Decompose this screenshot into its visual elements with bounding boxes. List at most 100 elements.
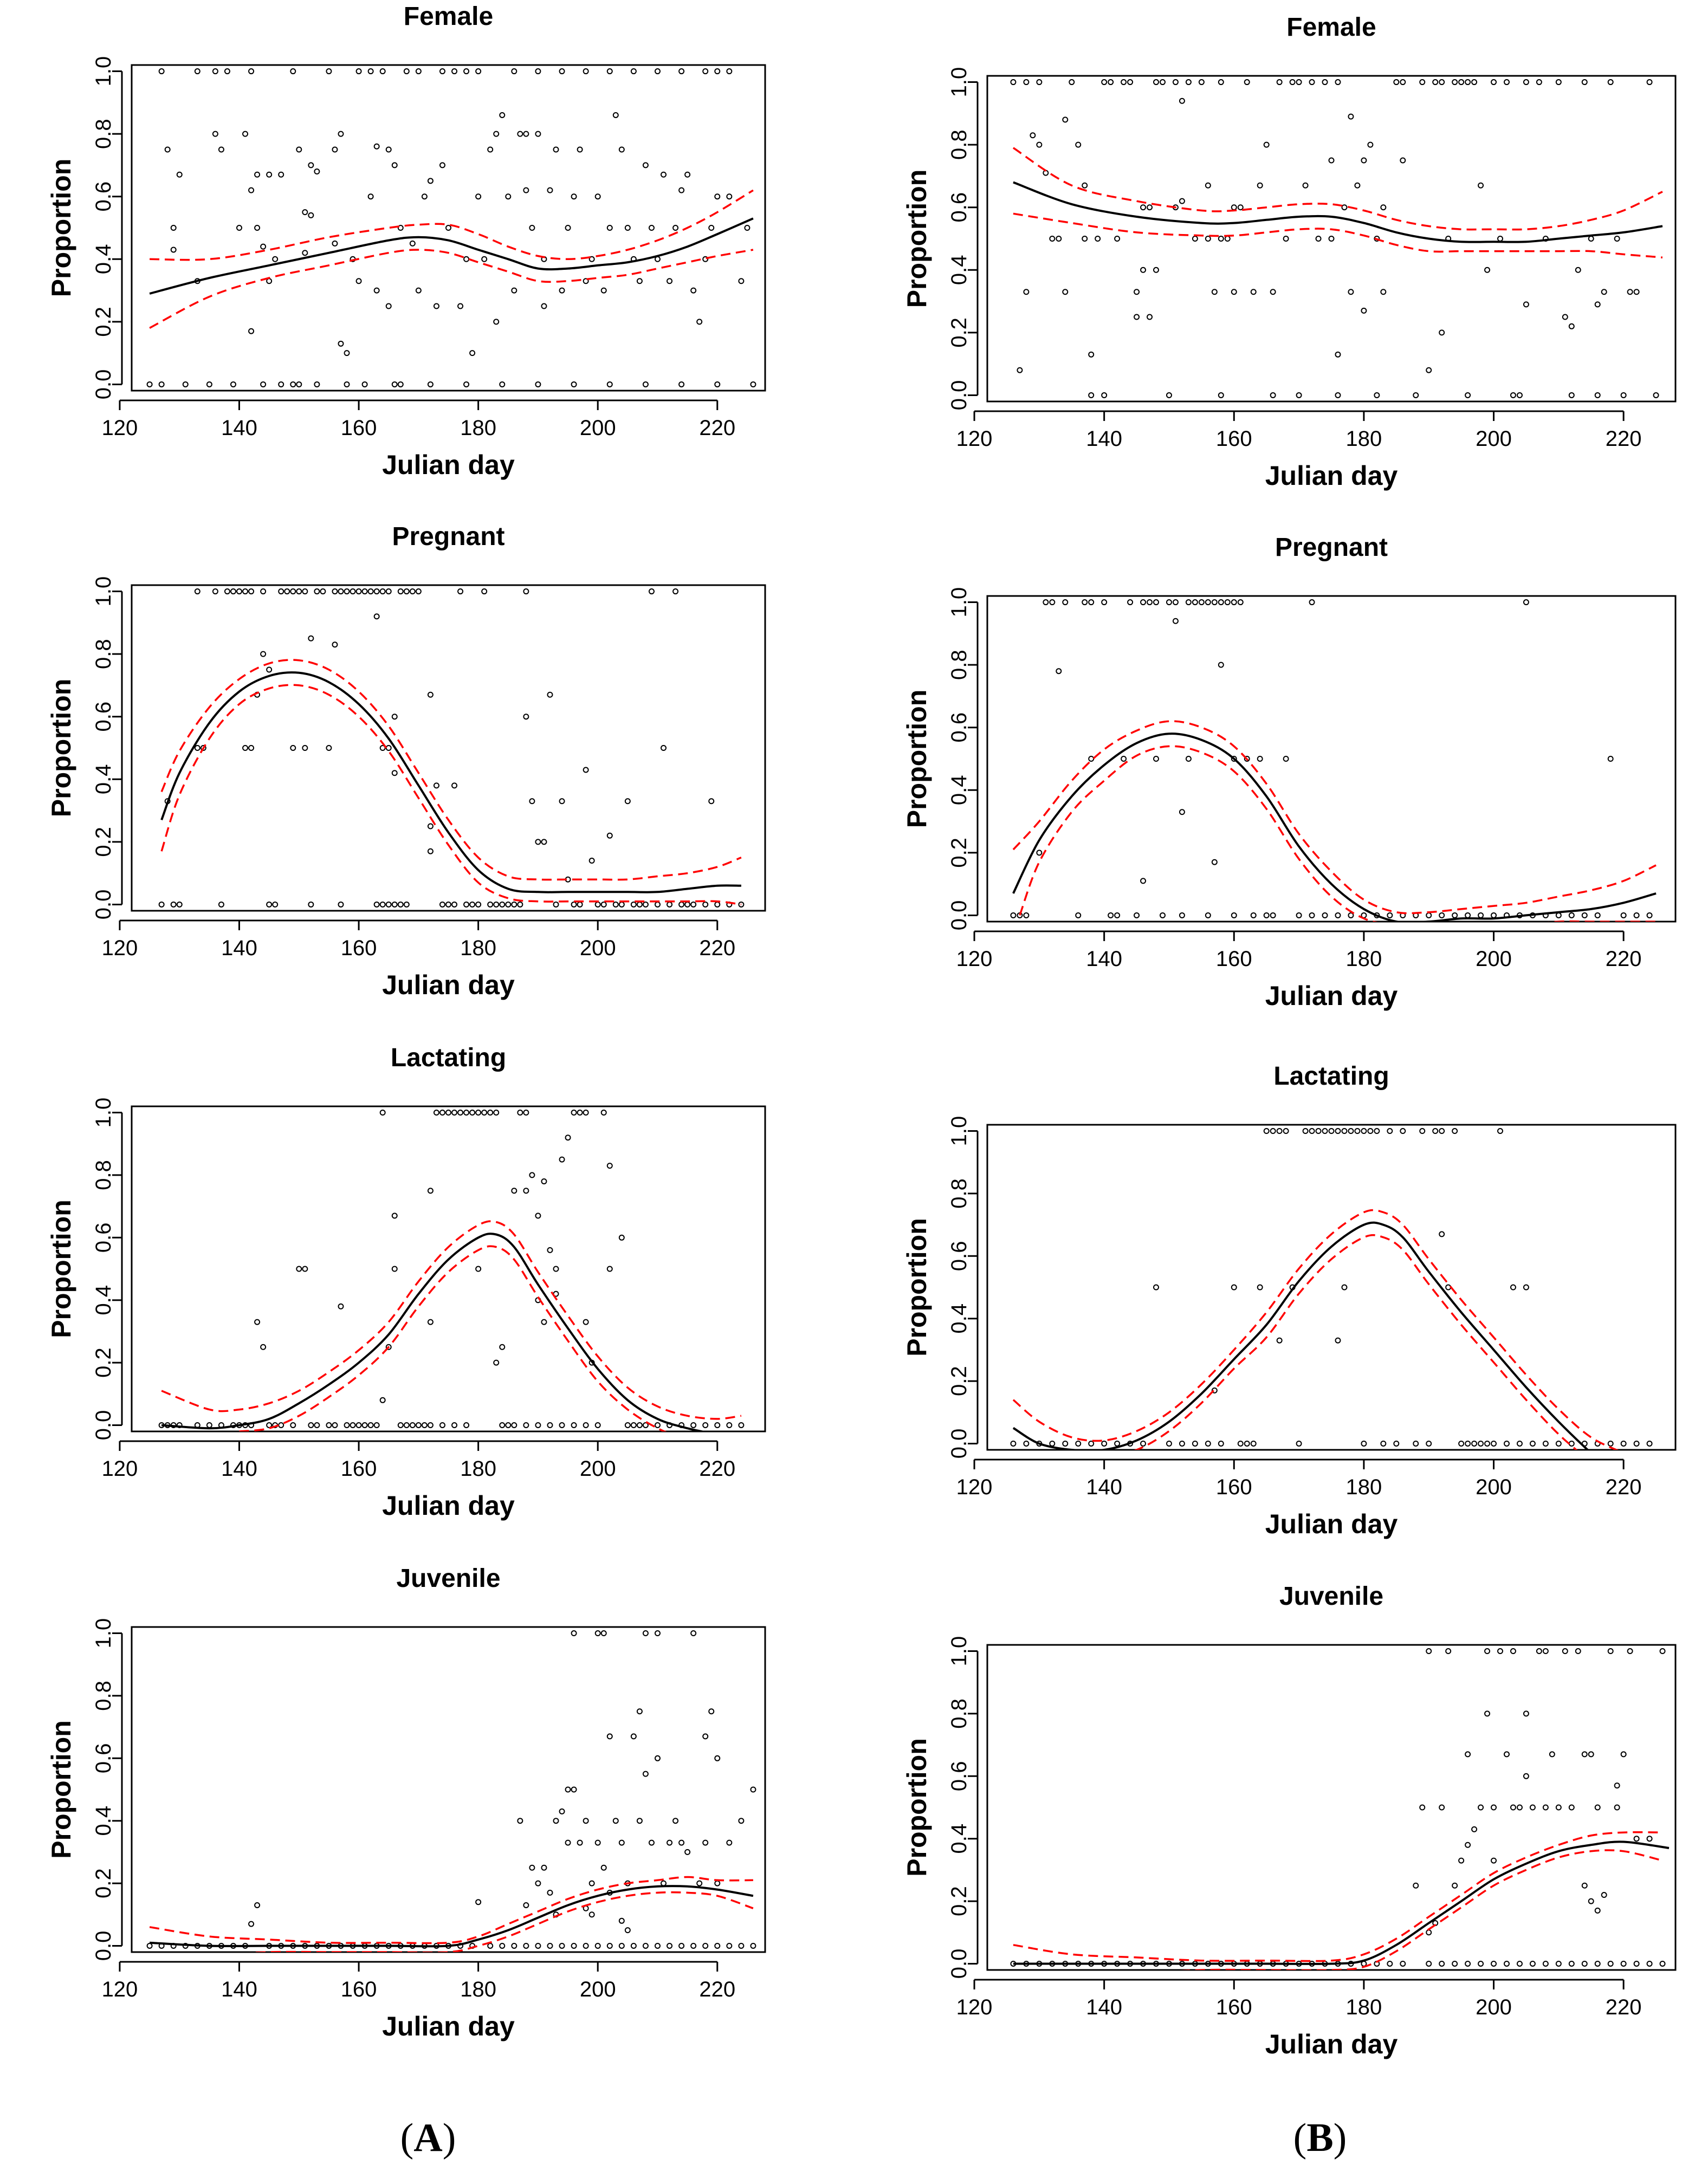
chart-b-juvenile-data-point — [1549, 1751, 1555, 1758]
chart-a-pregnant-data-point — [403, 901, 410, 908]
chart-b-juvenile-data-point — [1458, 1857, 1465, 1864]
chart-b-pregnant-data-point — [1270, 912, 1276, 918]
chart-a-lactating-data-point — [290, 1422, 296, 1428]
chart-a-female-data-point — [158, 381, 165, 387]
chart-a-pregnant-data-point — [624, 798, 631, 805]
chart-b-pregnant-data-point — [1387, 912, 1393, 918]
chart-a-female-data-point — [242, 131, 249, 137]
chart-a-juvenile-data-point — [642, 1771, 649, 1777]
chart-a-female-data-point — [529, 225, 535, 231]
chart-b-female-data-point — [1192, 236, 1198, 242]
chart-b-juvenile-data-point — [1439, 1804, 1445, 1811]
chart-b-pregnant-data-point — [1211, 859, 1218, 865]
chart-b-pregnant-y-tick-label: 0.6 — [947, 712, 971, 743]
chart-b-juvenile-x-tick-label: 120 — [956, 1995, 993, 2019]
chart-a-female-data-point — [714, 381, 721, 387]
chart-a-lactating-data-point — [415, 1422, 422, 1428]
chart-a-female: Female 120 140 160 180 200 220 Julian day 0.0 0.2… — [46, 2, 766, 480]
chart-a-pregnant-data-point — [320, 588, 326, 595]
chart-b-lactating-data-point — [1205, 1440, 1211, 1447]
chart-a-lactating-data-point — [457, 1110, 464, 1116]
chart-a-lactating-data-point — [726, 1422, 733, 1428]
chart-b-female-data-point — [1296, 79, 1302, 86]
chart-a-juvenile-data-point — [594, 1942, 601, 1949]
chart-a-juvenile-data-layer — [146, 1630, 756, 1952]
chart-b-lactating-data-point — [1335, 1337, 1341, 1344]
chart-a-pregnant-data-point — [439, 901, 445, 908]
chart-a-juvenile-data-point — [708, 1708, 715, 1715]
column-label-a-close: ) — [443, 2116, 456, 2160]
chart-a-female-data-point — [475, 68, 482, 75]
chart-a-lactating-data-layer — [158, 1110, 745, 1431]
chart-a-female-data-point — [194, 68, 200, 75]
chart-a-female-data-point — [260, 243, 267, 250]
chart-b-pregnant-data-point — [1153, 756, 1160, 762]
chart-b-lactating-data-point — [1140, 1440, 1147, 1447]
chart-b-lactating-data-point — [1452, 1128, 1458, 1135]
chart-b-lactating-data-point — [1257, 1284, 1263, 1291]
chart-a-female-data-point — [164, 146, 171, 153]
chart-b-female-data-point — [1198, 79, 1205, 86]
chart-a-female-data-point — [296, 381, 302, 387]
chart-b-juvenile-data-point — [1555, 1960, 1562, 1967]
chart-a-juvenile-data-point — [690, 1630, 697, 1637]
chart-b-female-data-point — [1289, 79, 1296, 86]
chart-b-female-data-point — [1179, 98, 1185, 104]
chart-a-lactating-data-point — [630, 1422, 637, 1428]
chart-a-pregnant-x-tick-label: 160 — [341, 936, 377, 960]
chart-b-juvenile-data-point — [1633, 1836, 1640, 1842]
chart-b-juvenile-data-point — [1594, 1804, 1601, 1811]
chart-b-female-data-point — [1465, 392, 1471, 398]
chart-a-lactating-data-point — [338, 1303, 344, 1310]
chart-b-juvenile-y-tick-label: 0.6 — [947, 1761, 971, 1792]
chart-b-juvenile-data-point — [1594, 1960, 1601, 1967]
column-label-b-open: ( — [1293, 2116, 1307, 2160]
chart-b-juvenile-data-point — [1478, 1960, 1484, 1967]
chart-a-female-data-point — [332, 146, 338, 153]
chart-b-female-data-point — [1581, 79, 1588, 86]
chart-b-juvenile-data-point — [1659, 1960, 1666, 1967]
chart-b-juvenile-data-point — [1562, 1648, 1568, 1655]
chart-b-female-data-point — [1465, 79, 1471, 86]
chart-b-juvenile-data-point — [1503, 1960, 1510, 1967]
chart-b-pregnant-data-point — [1218, 599, 1224, 606]
chart-b-lactating-data-point — [1114, 1440, 1121, 1447]
chart-a-female-data-point — [433, 303, 439, 309]
chart-b-juvenile-data-point — [1465, 1842, 1471, 1848]
chart-b-pregnant-data-point — [1114, 912, 1121, 918]
chart-a-female-data-point — [338, 131, 344, 137]
chart-b-pregnant-data-point — [1426, 912, 1432, 918]
chart-b-pregnant-data-point — [1172, 618, 1179, 624]
chart-a-pregnant-x-tick-label: 200 — [580, 936, 616, 960]
chart-a-lactating-data-point — [475, 1266, 482, 1272]
chart-a-female-data-point — [624, 225, 631, 231]
chart-a-lactating-data-point — [738, 1422, 745, 1428]
chart-a-lactating-data-point — [469, 1110, 476, 1116]
chart-a-lactating-data-point — [618, 1234, 625, 1241]
chart-b-juvenile-data-point — [1581, 1751, 1588, 1758]
chart-a-female-data-point — [499, 112, 506, 118]
chart-b-female-data-point — [1127, 79, 1134, 86]
chart-a-lactating-data-point — [266, 1422, 273, 1428]
chart-b-juvenile-data-point — [1445, 1648, 1452, 1655]
chart-a-pregnant-data-point — [272, 901, 279, 908]
chart-b-juvenile-y-tick-label: 0.4 — [947, 1824, 971, 1854]
chart-b-lactating-data-layer — [1010, 1128, 1653, 1450]
chart-b-female-data-point — [1218, 392, 1224, 398]
chart-a-juvenile-data-point — [487, 1942, 494, 1949]
chart-b-juvenile-data-point — [1452, 1960, 1458, 1967]
chart-a-juvenile-data-point — [714, 1755, 721, 1761]
chart-b-female-data-point — [1400, 157, 1406, 164]
chart-a-female-data-point — [373, 143, 380, 150]
chart-b-lactating-data-point — [1263, 1128, 1270, 1135]
chart-b-juvenile-data-point — [1465, 1751, 1471, 1758]
chart-b-female-data-point — [1523, 301, 1529, 308]
chart-b-female-data-point — [1575, 267, 1581, 273]
chart-b-lactating-x-tick-label: 140 — [1086, 1475, 1122, 1499]
chart-b-female-data-point — [1302, 182, 1309, 189]
chart-a-juvenile-data-point — [684, 1849, 691, 1855]
chart-b-female-data-point — [1205, 182, 1211, 189]
chart-a-female-x-tick-label: 140 — [221, 416, 257, 440]
chart-a-pregnant-data-point — [260, 651, 267, 657]
chart-a-juvenile-data-point — [583, 1818, 589, 1824]
